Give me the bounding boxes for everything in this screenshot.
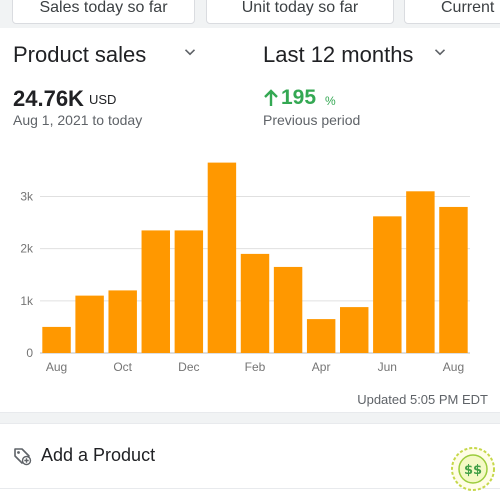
change-percent-unit: % [325,94,336,108]
sales-currency-unit: USD [89,92,117,107]
dollar-badge-icon[interactable]: $$ [450,446,496,492]
top-metric-tabs: Sales today so far Unit today so far Cur… [0,0,500,28]
badge-text: $$ [464,463,482,478]
y-tick-label: 2k [20,242,34,256]
bar-feb-6[interactable] [240,253,270,353]
updated-timestamp: Updated 5:05 PM EDT [357,392,488,407]
x-tick-label: Jun [378,360,397,374]
y-tick-label: 1k [20,294,34,308]
x-tick-label: Aug [46,360,67,374]
product-sales-label: Product sales [13,42,147,67]
add-product-row[interactable]: Add a Product [0,436,500,476]
tab-sales-today[interactable]: Sales today so far [12,0,195,24]
x-tick-label: Aug [443,360,464,374]
sales-bar-chart: 0 1k 2k 3k Aug Oct Dec Feb Apr Jun Aug [20,162,470,374]
x-tick-label: Oct [113,360,132,374]
bar-jul-11[interactable] [406,191,435,353]
chevron-down-icon[interactable] [434,46,446,58]
sales-date-range: Aug 1, 2021 to today [13,112,143,128]
tab-unit-today[interactable]: Unit today so far [206,0,394,24]
bar-dec-4[interactable] [174,230,204,353]
bar-nov-3[interactable] [141,230,170,353]
bar-aug-12[interactable] [439,206,468,353]
product-sales-selector[interactable]: Product sales [13,42,146,68]
bar-apr-8[interactable] [306,319,336,353]
bar-oct-2[interactable] [108,290,137,353]
bar-may-9[interactable] [340,307,369,353]
x-tick-label: Feb [245,360,266,374]
y-tick-label: 3k [20,190,34,204]
add-product-label: Add a Product [41,445,156,465]
bar-jan-5[interactable] [207,162,237,353]
bar-aug-0[interactable] [42,326,71,353]
sales-total-value: 24.76K [13,86,84,111]
arrow-up-icon [263,89,279,107]
period-selector[interactable]: Last 12 months [263,42,413,68]
x-tick-label: Apr [312,360,331,374]
period-label: Last 12 months [263,42,414,67]
bottom-divider [0,488,500,489]
bar-jun-10[interactable] [373,216,402,353]
tag-add-icon [12,446,32,466]
y-tick-label: 0 [26,346,33,360]
section-divider [0,412,500,424]
chevron-down-icon[interactable] [184,46,196,58]
bar-sep-1[interactable] [75,295,104,353]
bar-mar-7[interactable] [273,266,303,353]
previous-period-label: Previous period [263,112,361,128]
change-percent-value: 195 [281,86,317,109]
x-tick-label: Dec [178,360,199,374]
tab-current[interactable]: Current [404,0,500,24]
